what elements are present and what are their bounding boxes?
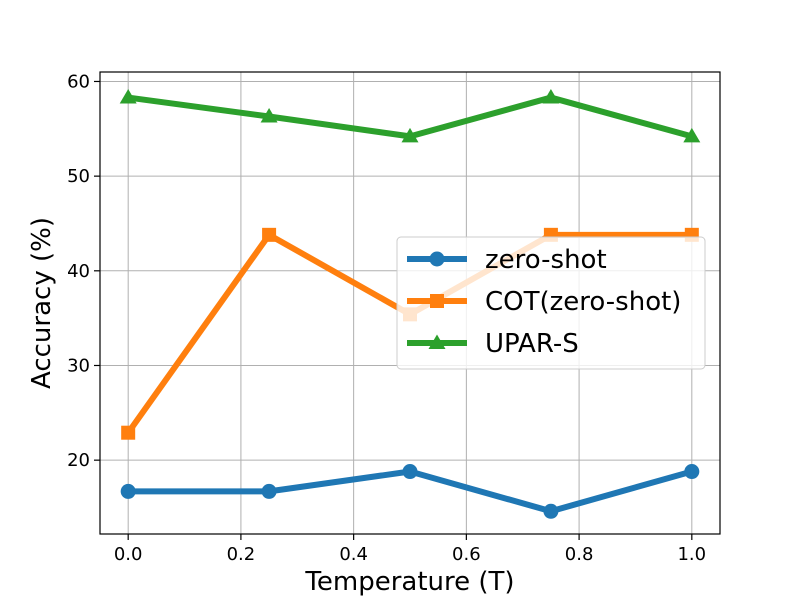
x-axis-label: Temperature (T) xyxy=(304,567,514,597)
x-tick-label: 0.0 xyxy=(114,544,143,565)
data-point-upar-s xyxy=(119,89,137,104)
x-tick-label: 0.4 xyxy=(339,544,368,565)
x-tick-label: 0.8 xyxy=(565,544,594,565)
x-tick-label: 1.0 xyxy=(677,544,706,565)
y-tick-label: 50 xyxy=(67,166,90,187)
legend-label-cot-zero-shot: COT(zero-shot) xyxy=(485,287,681,317)
x-tick-label: 0.6 xyxy=(452,544,481,565)
data-point-zero-shot xyxy=(120,483,136,499)
y-tick-label: 40 xyxy=(67,261,90,282)
legend-marker-zero-shot xyxy=(429,251,445,267)
legend-marker-upar-s xyxy=(428,334,446,349)
ticks: 0.0 0.2 0.4 0.6 0.8 1.0 20 30 40 50 60 xyxy=(67,71,706,565)
x-tick-label: 0.2 xyxy=(227,544,256,565)
data-point-zero-shot xyxy=(684,464,700,480)
legend-label-upar-s: UPAR-S xyxy=(485,329,579,359)
series-upar-s xyxy=(119,89,701,143)
data-point-zero-shot xyxy=(261,483,277,499)
data-point-upar-s xyxy=(260,107,278,123)
data-point-upar-s xyxy=(542,89,560,104)
data-point-zero-shot xyxy=(543,503,559,519)
data-point-upar-s xyxy=(401,127,419,143)
legend-marker-cot-zero-shot xyxy=(430,294,444,308)
y-tick-label: 30 xyxy=(67,355,90,376)
data-point-cot-zero-shot xyxy=(121,425,136,440)
y-tick-label: 60 xyxy=(67,71,90,92)
grid xyxy=(100,72,720,534)
data-point-upar-s xyxy=(683,127,701,143)
legend-box xyxy=(396,236,706,370)
data-point-zero-shot xyxy=(402,464,418,480)
plot-frame xyxy=(99,71,721,535)
y-axis-label: Accuracy (%) xyxy=(27,217,57,389)
y-tick-label: 20 xyxy=(67,450,90,471)
legend: zero-shot COT(zero-shot) UPAR-S xyxy=(396,236,706,370)
data-point-cot-zero-shot xyxy=(262,227,277,242)
legend-label-zero-shot: zero-shot xyxy=(485,245,607,275)
series-zero-shot xyxy=(120,464,700,519)
